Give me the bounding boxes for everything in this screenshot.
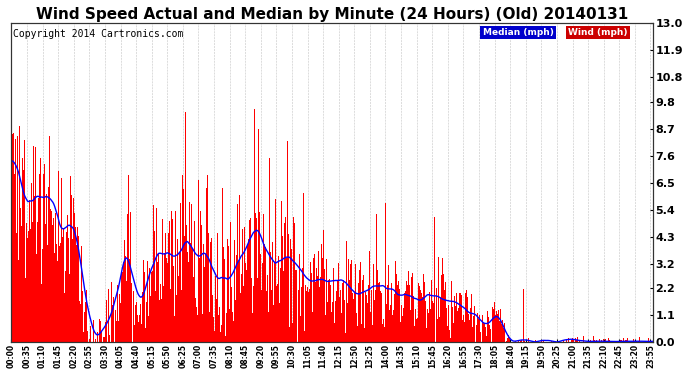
Text: Wind (mph): Wind (mph) <box>568 28 627 37</box>
Title: Wind Speed Actual and Median by Minute (24 Hours) (Old) 20140131: Wind Speed Actual and Median by Minute (… <box>36 7 628 22</box>
Text: Median (mph): Median (mph) <box>483 28 553 37</box>
Text: Copyright 2014 Cartronics.com: Copyright 2014 Cartronics.com <box>12 30 183 39</box>
